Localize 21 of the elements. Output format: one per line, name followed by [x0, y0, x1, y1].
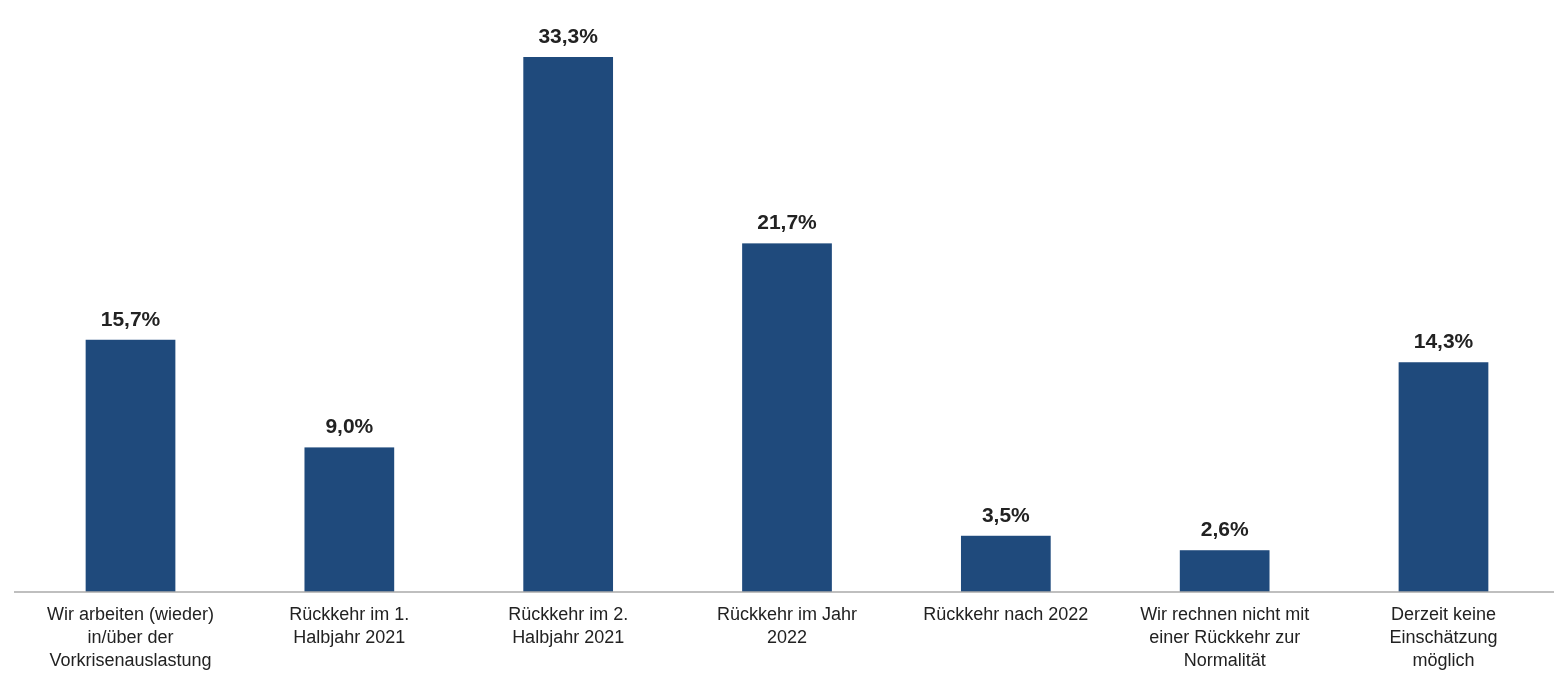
bar: [1398, 362, 1489, 592]
data-label: 21,7%: [757, 210, 818, 234]
x-tick-label: Rückkehr nach 2022: [923, 604, 1089, 624]
bar: [960, 535, 1051, 592]
bar: [1179, 550, 1270, 592]
data-label: 9,0%: [325, 414, 374, 438]
data-label: 14,3%: [1413, 329, 1474, 353]
x-tick-label: Derzeit keine Einschätzung möglich: [1389, 604, 1498, 670]
x-tick-label: Rückkehr im 1. Halbjahr 2021: [289, 604, 410, 647]
data-label: 15,7%: [100, 306, 161, 330]
x-tick-label: Wir arbeiten (wieder) in/über der Vorkrisenauslastung: [46, 604, 215, 670]
data-label: 33,3%: [538, 24, 599, 47]
x-tick-label: Wir rechnen nicht mit einer Rückkehr zur Normalität: [1140, 604, 1310, 670]
data-label: 3,5%: [981, 502, 1031, 526]
data-label: 2,6%: [1200, 517, 1249, 541]
bar: [85, 339, 176, 592]
x-tick-label: Rückkehr im Jahr 2022: [716, 604, 858, 647]
x-tick-label: Rückkehr im 2. Halbjahr 2021: [508, 604, 629, 647]
bar: [742, 243, 832, 592]
bar: [304, 447, 395, 592]
bar: [523, 57, 614, 592]
